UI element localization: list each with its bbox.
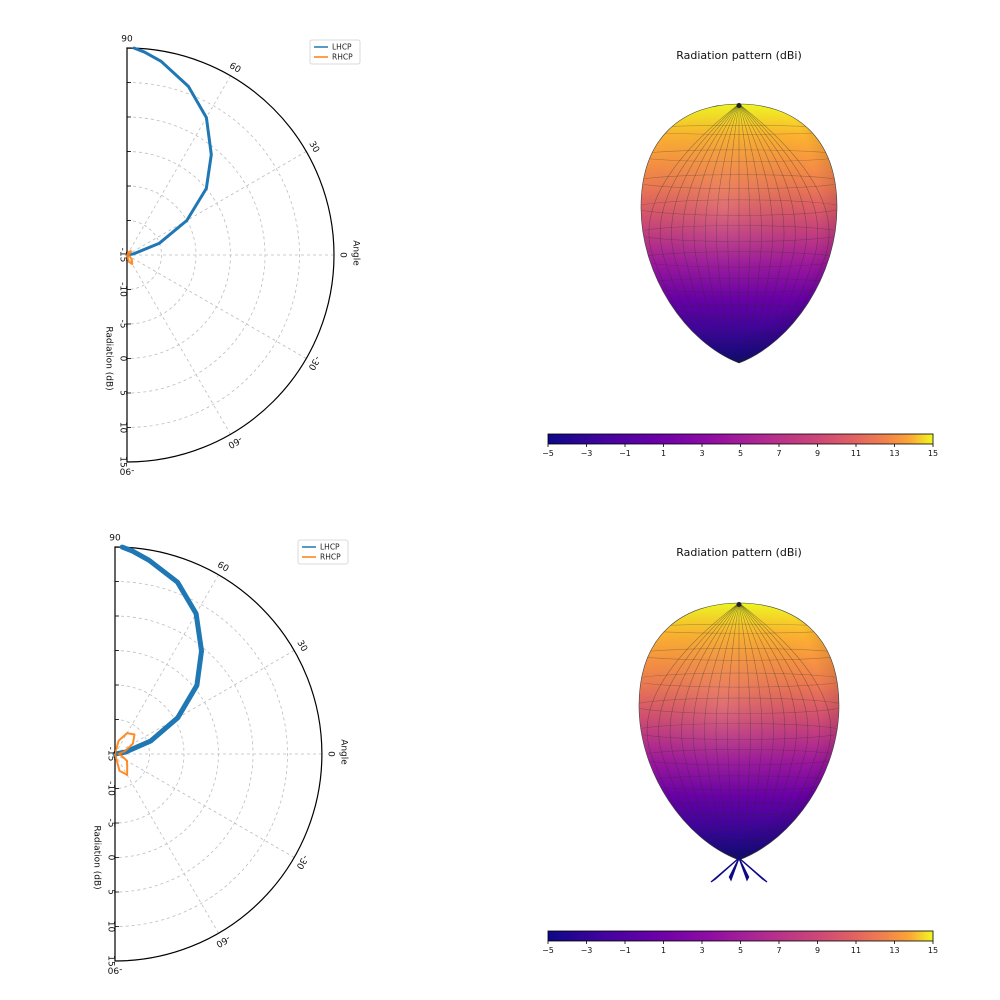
radial-tick-label: 10	[106, 921, 116, 933]
series-lhcp-line	[125, 46, 213, 257]
colorbar-tick-label: −1	[619, 946, 631, 955]
colorbar-tick-label: −3	[581, 946, 593, 955]
angle-tick-label: 60	[215, 560, 230, 575]
colorbar-tick-label: 5	[738, 946, 743, 955]
angle-gridline	[114, 650, 295, 755]
colorbar-tick-label: 9	[815, 449, 820, 458]
radial-gridline	[114, 581, 288, 927]
radial-gridline	[126, 151, 231, 359]
angle-tick-label: 60	[227, 61, 242, 76]
radial-tick-label: -5	[106, 819, 116, 828]
colorbar-tick-label: 9	[815, 946, 820, 955]
angle-gridline	[126, 75, 231, 256]
legend-box	[309, 39, 361, 65]
angle-axis-label: Angle	[339, 739, 349, 765]
back-lobe	[710, 857, 740, 883]
surface-plot-top: Radiation pattern (dBi)−5 −3 −1 1 3 5 7 9 11 13 15	[542, 49, 938, 458]
radial-gridline	[114, 615, 254, 893]
angle-tick-label: 0	[338, 252, 348, 258]
radial-gridline	[126, 220, 162, 290]
radial-tick-label: 15	[118, 456, 128, 467]
radial-tick-label: -10	[118, 282, 128, 297]
angle-gridline	[126, 254, 231, 435]
colorbar-tick-label: −5	[542, 449, 554, 458]
colorbar-tick-label: 1	[661, 946, 666, 955]
angle-gridline	[114, 753, 295, 858]
colorbar-tick-label: 11	[851, 449, 861, 458]
radial-axis-label: Radiation (dB)	[92, 825, 102, 889]
colorbar-tick-label: 7	[776, 946, 781, 955]
legend-entry-label: RHCP	[332, 53, 353, 62]
radial-gridline	[126, 82, 300, 428]
colorbar-tick-label: −3	[581, 449, 593, 458]
surface-title: Radiation pattern (dBi)	[676, 49, 802, 62]
legend-entry-label: LHCP	[332, 43, 352, 52]
radial-tick-label: -15	[118, 248, 128, 263]
angle-tick-label: 0	[326, 751, 336, 757]
colorbar-tick-label: 7	[776, 449, 781, 458]
colorbar	[547, 433, 934, 445]
radial-tick-label: 5	[118, 390, 128, 396]
radial-tick-label: 15	[106, 955, 116, 966]
legend-entry-label: RHCP	[320, 553, 341, 562]
radial-tick-label: 0	[118, 356, 128, 362]
colorbar-tick-label: −1	[619, 449, 631, 458]
back-lobe	[738, 857, 768, 883]
lobe-apex	[736, 602, 742, 607]
series-lhcp-line	[112, 544, 204, 757]
colorbar-tick-label: 3	[699, 449, 704, 458]
polar-frame	[126, 47, 335, 463]
legend-box	[297, 539, 349, 565]
angle-gridline	[126, 254, 307, 359]
radial-tick-label: 10	[118, 422, 128, 434]
colorbar-tick-label: 15	[928, 946, 938, 955]
radial-tick-label: -5	[118, 320, 128, 329]
surface-plot-bottom: Radiation pattern (dBi)−5 −3 −1 1 3 5 7 9 11 13 15	[542, 546, 938, 955]
angle-tick-label: -90	[119, 466, 134, 476]
radial-gridline	[126, 116, 266, 394]
angle-tick-label: 90	[109, 534, 121, 544]
colorbar-tick-label: 15	[928, 449, 938, 458]
lobe-shading	[639, 603, 839, 860]
angle-gridline	[126, 151, 307, 256]
angle-gridline	[114, 753, 219, 934]
colorbar-tick-label: 13	[889, 946, 899, 955]
angle-gridline	[114, 574, 219, 755]
radial-gridline	[114, 719, 150, 789]
polar-plot-top: 9060300-30-60-90Angle-15-10-5051015Radia…	[104, 35, 361, 476]
legend-entry-label: LHCP	[320, 543, 340, 552]
lobe-shading	[641, 104, 837, 363]
surface-title: Radiation pattern (dBi)	[676, 546, 802, 559]
polar-plot-bottom: 9060300-30-60-90Angle-15-10-5051015Radia…	[92, 534, 349, 975]
angle-tick-label: -90	[107, 965, 122, 975]
colorbar-tick-label: 3	[699, 946, 704, 955]
angle-axis-label: Angle	[351, 240, 361, 266]
radial-tick-label: 5	[106, 889, 116, 895]
back-lobe	[728, 857, 740, 882]
series-rhcp-line	[114, 732, 136, 776]
radial-tick-label: -10	[106, 781, 116, 796]
colorbar-tick-label: 5	[738, 449, 743, 458]
polar-frame	[114, 546, 323, 962]
radial-tick-label: -15	[106, 747, 116, 762]
colorbar-tick-label: −5	[542, 946, 554, 955]
radial-gridline	[114, 650, 219, 858]
angle-tick-label: 30	[294, 639, 309, 654]
colorbar	[547, 930, 934, 942]
angle-tick-label: 30	[306, 140, 321, 155]
lobe-apex	[736, 103, 742, 108]
angle-tick-label: 90	[121, 35, 133, 45]
series-rhcp-line	[126, 250, 134, 265]
radial-tick-label: 0	[106, 855, 116, 861]
colorbar-tick-label: 1	[661, 449, 666, 458]
back-lobe	[738, 857, 750, 882]
colorbar-tick-label: 13	[889, 449, 899, 458]
radial-axis-label: Radiation (dB)	[104, 326, 114, 390]
colorbar-tick-label: 11	[851, 946, 861, 955]
